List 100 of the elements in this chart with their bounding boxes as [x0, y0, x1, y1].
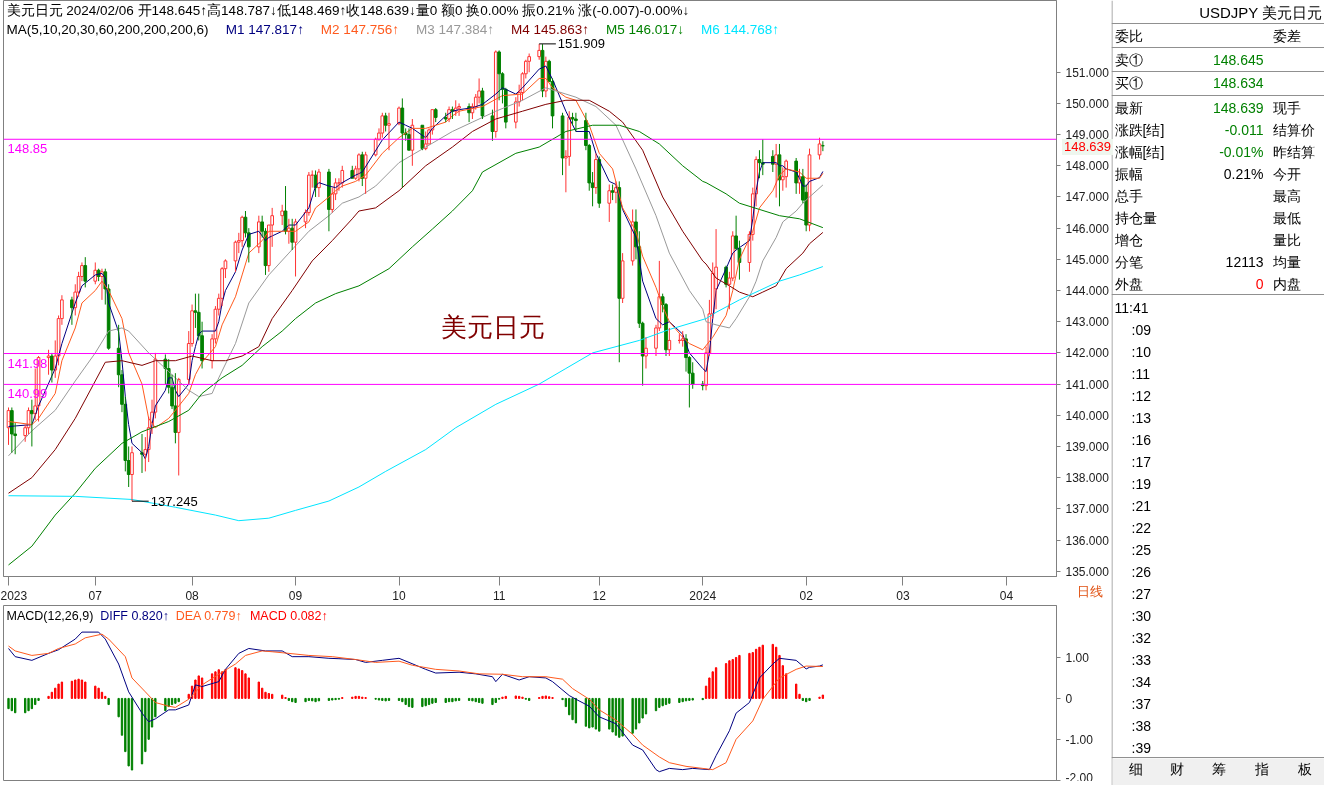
text: 外盘	[1114, 275, 1143, 292]
x-tick-label: 04	[999, 588, 1014, 603]
y-tick-label: 143.000	[1065, 315, 1110, 330]
text: M4 145.863↑	[510, 22, 590, 37]
candlestick	[283, 185, 288, 235]
text: :30	[1131, 607, 1152, 624]
x-tick-label: 03	[896, 588, 910, 603]
candlestick	[597, 155, 602, 209]
text: :12	[1131, 387, 1152, 404]
text: 11:41	[1114, 299, 1149, 316]
text: 委差	[1272, 27, 1301, 44]
candlestick	[387, 112, 391, 151]
candlestick	[130, 445, 134, 502]
x-tick-label: 2023	[0, 588, 28, 603]
text: 0.21%	[1223, 165, 1264, 182]
text: 结算价	[1272, 121, 1315, 138]
y-tick-label: 137.000	[1065, 502, 1110, 517]
text: 振幅	[1114, 165, 1143, 182]
text: 148.639	[1064, 139, 1111, 155]
ref-line-label: 148.85	[7, 141, 48, 157]
text: 最新	[1114, 99, 1143, 116]
text: 增仓	[1113, 231, 1143, 248]
text: USDJPY 美元日元	[1199, 4, 1323, 21]
text: 0	[1255, 275, 1264, 292]
candlestick	[493, 49, 498, 139]
legend-title: MA(5,10,20,30,60,200,200,200,6)	[6, 22, 209, 37]
text: -0.011	[1224, 121, 1264, 138]
text: :32	[1131, 629, 1152, 646]
y-tick-label: 138.000	[1065, 471, 1110, 486]
y-tick-label: 150.000	[1065, 96, 1110, 111]
text: :25	[1131, 541, 1152, 558]
text: :10	[1131, 343, 1152, 360]
text: :27	[1131, 585, 1152, 602]
candlestick	[644, 336, 648, 369]
candlestick	[380, 112, 385, 139]
text: 量比	[1272, 231, 1301, 248]
y-tick-label: 142.000	[1065, 346, 1110, 361]
chart-title: 美元日元 2024/02/06 开148.645↑高148.787↓低148.469↑收148.639↓量0 额0 换0.00% 振0.21% 涨(-0.007)-0.00%↓	[6, 3, 690, 18]
series-label: DIFF 0.820↑	[100, 608, 169, 623]
text: 均量	[1271, 253, 1301, 270]
text: 涨跌[结]	[1114, 121, 1165, 138]
text: :11	[1131, 365, 1151, 382]
text: :19	[1131, 475, 1152, 492]
text: M3 147.384↑	[415, 22, 494, 37]
text: 148.639	[1212, 99, 1264, 116]
text: 148.634	[1212, 74, 1264, 91]
text: 细	[1128, 760, 1143, 777]
legend-title: MACD(12,26,9)	[6, 608, 94, 623]
y-tick-label: 148.000	[1065, 159, 1110, 174]
annotation: 美元日元	[441, 311, 546, 342]
x-tick-label: 10	[392, 588, 406, 603]
text: 卖①	[1114, 51, 1143, 68]
text: :26	[1131, 563, 1152, 580]
candlestick	[293, 218, 298, 277]
x-tick-label: 11	[492, 588, 506, 603]
candlestick	[607, 184, 612, 223]
y-tick-label: -1.00	[1065, 732, 1094, 747]
text: 最低	[1272, 209, 1301, 226]
annotation: 137.245	[150, 493, 198, 509]
text: :13	[1131, 409, 1152, 426]
text: :38	[1131, 717, 1152, 734]
text: 昨结算	[1272, 143, 1315, 160]
text: M5 146.017↓	[606, 22, 685, 37]
text: 日线	[1077, 584, 1103, 600]
x-tick-label: 02	[799, 588, 814, 603]
candlestick	[83, 256, 88, 288]
text: 今开	[1272, 165, 1301, 182]
y-tick-label: 144.000	[1065, 284, 1110, 299]
y-tick-label: 139.000	[1065, 439, 1110, 454]
y-tick-label: 141.000	[1065, 377, 1110, 392]
y-tick-label: 145.000	[1065, 252, 1110, 267]
candlestick	[317, 168, 321, 198]
y-tick-label: 151.000	[1065, 65, 1110, 80]
text: 分笔	[1114, 253, 1143, 270]
x-tick-label: 12	[592, 588, 607, 603]
text: 总手	[1113, 187, 1143, 204]
line-series	[8, 266, 824, 522]
text: 财	[1169, 760, 1184, 777]
y-tick-label: -2.00	[1065, 770, 1094, 785]
text: 买①	[1114, 74, 1143, 91]
y-tick-label: 147.000	[1065, 190, 1110, 205]
text: 板	[1296, 760, 1312, 777]
x-tick-label: 08	[185, 588, 200, 603]
text: -0.01%	[1219, 143, 1264, 160]
text: MACD 0.082↑	[249, 608, 328, 623]
text: 现手	[1272, 99, 1301, 116]
y-tick-label: 146.000	[1065, 221, 1110, 236]
x-tick-label: 07	[88, 588, 103, 603]
text: M6 144.768↑	[701, 22, 780, 37]
text: :16	[1131, 431, 1152, 448]
text: :39	[1131, 739, 1152, 756]
x-tick-label: 2024	[689, 588, 717, 603]
text: :34	[1131, 673, 1152, 690]
candlestick	[26, 406, 31, 435]
text: M2 147.756↑	[320, 22, 399, 37]
y-tick-label: 136.000	[1065, 533, 1110, 548]
candlestick	[473, 93, 478, 111]
text: :37	[1131, 695, 1152, 712]
text: :21	[1131, 497, 1152, 514]
text: M1 147.817↑	[225, 22, 304, 37]
